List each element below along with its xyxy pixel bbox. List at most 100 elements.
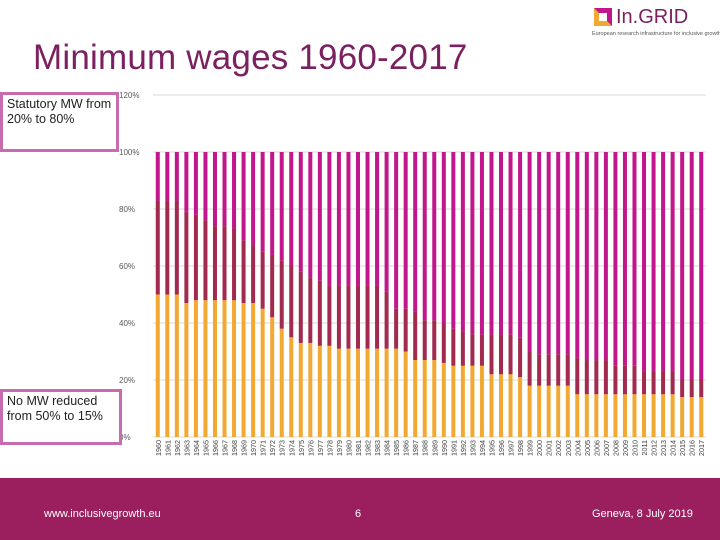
logo-tagline: European research infrastructure for inc… — [592, 31, 720, 37]
bar-statutory-mw — [661, 152, 666, 372]
bar-no-mw — [375, 348, 380, 437]
bar-other-mw — [537, 354, 542, 386]
bar-other-mw — [527, 351, 532, 386]
x-tick-label: 1974 — [287, 440, 296, 456]
bar-other-mw — [518, 337, 523, 378]
bar-other-mw — [222, 226, 227, 301]
bar-no-mw — [203, 300, 208, 437]
bar-statutory-mw — [642, 152, 647, 372]
bar-no-mw — [670, 394, 675, 437]
bar-other-mw — [260, 251, 265, 309]
bar-statutory-mw — [203, 152, 208, 221]
bar-no-mw — [546, 385, 551, 437]
x-tick-label: 1979 — [335, 440, 344, 456]
bar-statutory-mw — [241, 152, 246, 241]
bar-statutory-mw — [212, 152, 217, 227]
bar-no-mw — [232, 300, 237, 437]
x-tick-label: 1982 — [364, 440, 373, 456]
bar-no-mw — [308, 342, 313, 437]
bar-other-mw — [556, 354, 561, 386]
bar-statutory-mw — [336, 152, 341, 286]
bar-statutory-mw — [174, 152, 179, 201]
footer-bar: www.inclusivegrowth.eu 6 Geneva, 8 July … — [0, 478, 720, 540]
bar-statutory-mw — [699, 152, 704, 380]
bar-other-mw — [575, 357, 580, 395]
bar-statutory-mw — [603, 152, 608, 361]
bar-no-mw — [365, 348, 370, 437]
x-tick-label: 1960 — [154, 440, 163, 456]
bar-statutory-mw — [508, 152, 513, 335]
bar-no-mw — [613, 394, 618, 437]
bar-no-mw — [251, 303, 256, 437]
bar-other-mw — [193, 214, 198, 301]
bar-statutory-mw — [289, 152, 294, 266]
bar-other-mw — [680, 380, 685, 398]
bar-statutory-mw — [365, 152, 370, 286]
x-tick-label: 1994 — [478, 440, 487, 456]
x-tick-label: 1971 — [259, 440, 268, 456]
x-tick-label: 1985 — [392, 440, 401, 456]
x-tick-label: 2013 — [659, 440, 668, 456]
bar-no-mw — [289, 337, 294, 437]
bar-no-mw — [298, 342, 303, 437]
x-tick-label: 1980 — [344, 440, 353, 456]
x-tick-label: 1981 — [354, 440, 363, 456]
bar-statutory-mw — [384, 152, 389, 292]
bar-no-mw — [603, 394, 608, 437]
bar-statutory-mw — [193, 152, 198, 215]
bar-other-mw — [241, 240, 246, 304]
x-tick-label: 2008 — [611, 440, 620, 456]
slide-title: Minimum wages 1960-2017 — [33, 38, 468, 77]
bar-other-mw — [251, 246, 256, 304]
bar-statutory-mw — [403, 152, 408, 309]
bar-no-mw — [222, 300, 227, 437]
bar-other-mw — [441, 323, 446, 363]
bar-no-mw — [622, 394, 627, 437]
bar-other-mw — [642, 371, 647, 395]
bar-no-mw — [165, 294, 170, 437]
bar-statutory-mw — [622, 152, 627, 366]
x-tick-label: 1968 — [230, 440, 239, 456]
bar-other-mw — [508, 334, 513, 375]
page-number: 6 — [355, 508, 362, 520]
x-tick-label: 1969 — [240, 440, 249, 456]
bar-no-mw — [241, 303, 246, 437]
bar-statutory-mw — [537, 152, 542, 355]
bar-no-mw — [518, 377, 523, 437]
bar-statutory-mw — [355, 152, 360, 286]
x-tick-label: 1972 — [268, 440, 277, 456]
bar-other-mw — [460, 331, 465, 366]
bar-other-mw — [432, 320, 437, 361]
bar-statutory-mw — [270, 152, 275, 255]
x-tick-label: 1993 — [468, 440, 477, 456]
bar-statutory-mw — [155, 152, 160, 201]
x-tick-label: 2007 — [602, 440, 611, 456]
bar-no-mw — [336, 348, 341, 437]
bar-statutory-mw — [489, 152, 494, 335]
bar-statutory-mw — [413, 152, 418, 312]
bar-other-mw — [584, 360, 589, 395]
bar-statutory-mw — [451, 152, 456, 329]
bar-statutory-mw — [279, 152, 284, 261]
x-tick-label: 2009 — [621, 440, 630, 456]
bar-other-mw — [365, 285, 370, 349]
x-tick-label: 1989 — [430, 440, 439, 456]
x-tick-label: 1984 — [383, 440, 392, 456]
bar-other-mw — [699, 380, 704, 398]
bar-other-mw — [279, 260, 284, 329]
bar-no-mw — [527, 385, 532, 437]
x-tick-label: 2014 — [669, 440, 678, 456]
bar-other-mw — [470, 334, 475, 366]
bar-other-mw — [346, 285, 351, 349]
bar-other-mw — [499, 334, 504, 375]
bar-no-mw — [661, 394, 666, 437]
y-tick-label: 20% — [119, 376, 135, 385]
footer-url[interactable]: www.inclusivegrowth.eu — [44, 508, 161, 520]
bar-statutory-mw — [375, 152, 380, 286]
bar-statutory-mw — [327, 152, 332, 286]
bar-no-mw — [174, 294, 179, 437]
bar-no-mw — [699, 397, 704, 437]
bar-statutory-mw — [165, 152, 170, 201]
bar-statutory-mw — [308, 152, 313, 278]
